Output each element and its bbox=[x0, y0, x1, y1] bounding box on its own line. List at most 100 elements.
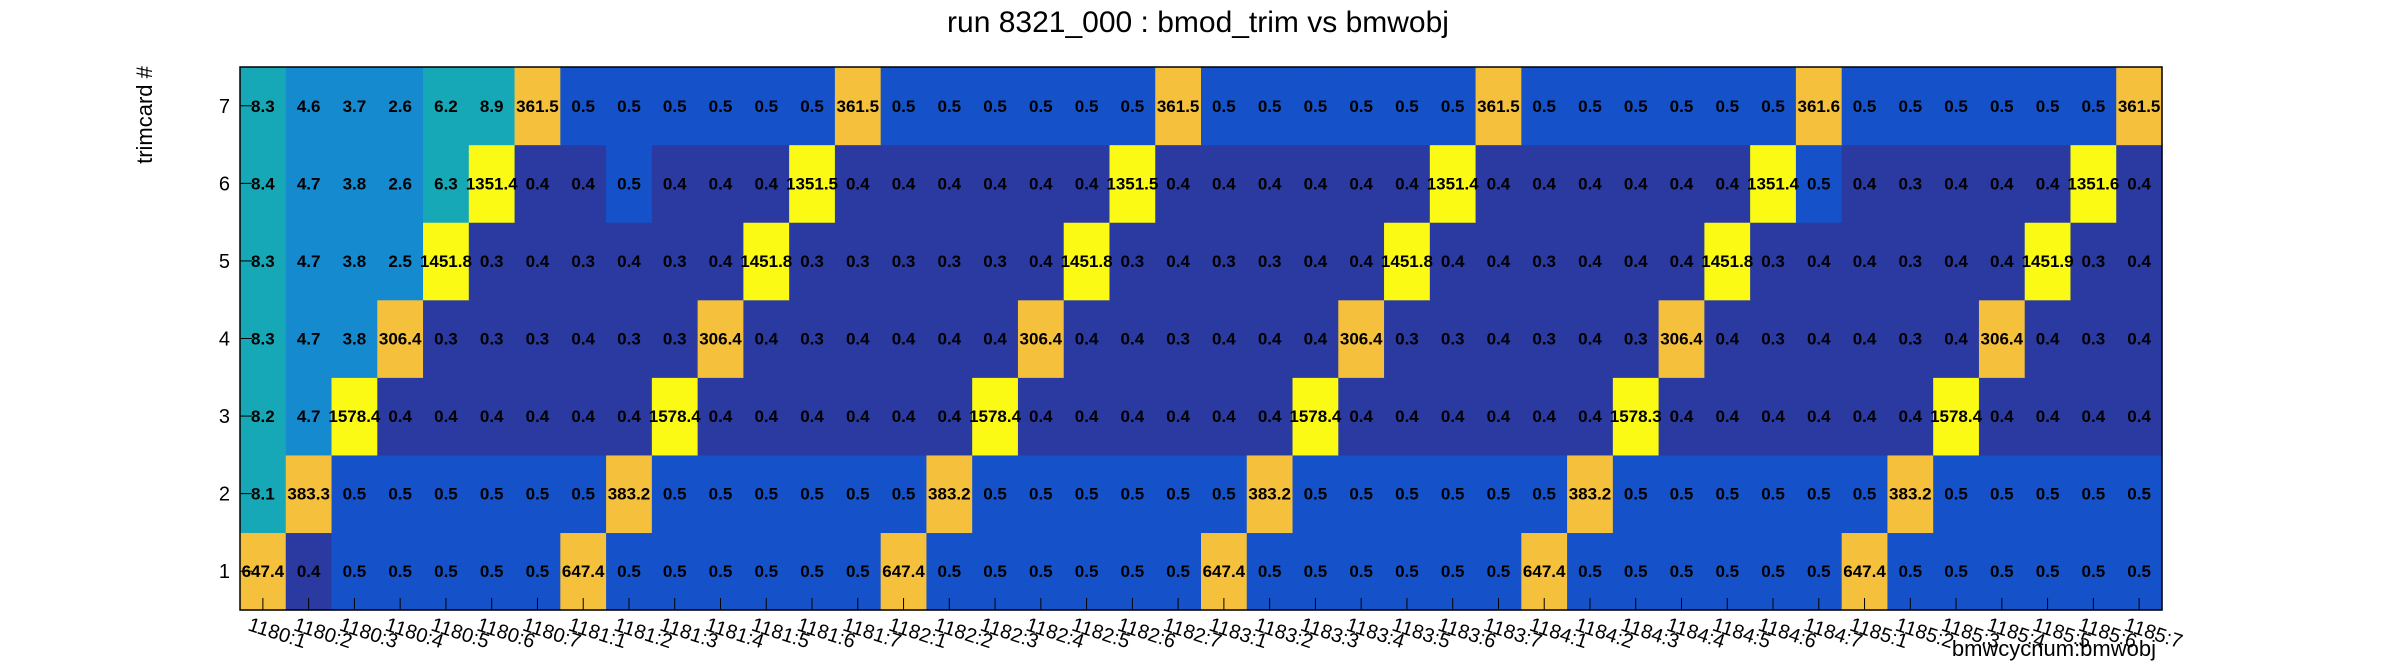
cell-value-label: 0.5 bbox=[2036, 562, 2060, 581]
cell-value-label: 0.3 bbox=[663, 252, 687, 271]
y-tick-label: 4 bbox=[219, 329, 230, 351]
cell-value-label: 0.5 bbox=[343, 485, 367, 504]
cell-value-label: 0.4 bbox=[1807, 407, 1831, 426]
heatmap-cell bbox=[560, 454, 607, 534]
cell-value-label: 0.4 bbox=[1212, 330, 1236, 349]
cell-value-label: 0.4 bbox=[2127, 174, 2151, 193]
heatmap-cell bbox=[651, 532, 699, 611]
heatmap-cell bbox=[1841, 299, 1889, 378]
heatmap-cell bbox=[1795, 454, 1843, 534]
heatmap-cell bbox=[423, 299, 470, 378]
heatmap-cell bbox=[423, 377, 470, 456]
heatmap-cell bbox=[2116, 144, 2163, 223]
cell-value-label: 3.8 bbox=[343, 174, 367, 193]
heatmap-cell bbox=[972, 144, 1019, 223]
heatmap-cell bbox=[1338, 144, 1385, 223]
y-tick-label: 5 bbox=[219, 251, 230, 273]
heatmap-cell bbox=[1795, 299, 1843, 378]
heatmap-cell bbox=[1841, 532, 1889, 611]
cell-value-label: 0.5 bbox=[1487, 562, 1511, 581]
heatmap-cell bbox=[606, 222, 653, 301]
cell-value-label: 383.2 bbox=[608, 485, 651, 504]
cell-value-label: 0.5 bbox=[1898, 97, 1922, 116]
cell-value-label: 0.5 bbox=[1395, 562, 1419, 581]
cell-value-label: 0.5 bbox=[663, 97, 687, 116]
heatmap-cell bbox=[1429, 454, 1477, 534]
cell-value-label: 0.3 bbox=[1121, 252, 1145, 271]
heatmap-cell bbox=[1155, 299, 1202, 378]
cell-value-label: 0.5 bbox=[1670, 562, 1694, 581]
heatmap-cell bbox=[789, 532, 836, 611]
cell-value-label: 0.4 bbox=[937, 330, 961, 349]
cell-value-label: 8.3 bbox=[251, 330, 275, 349]
cell-value-label: 0.4 bbox=[754, 174, 778, 193]
cell-value-label: 0.5 bbox=[1075, 485, 1099, 504]
heatmap-cell bbox=[468, 454, 516, 534]
heatmap-cell bbox=[834, 222, 882, 301]
heatmap-cell bbox=[1155, 454, 1202, 534]
heatmap-cell bbox=[743, 222, 790, 301]
cell-value-label: 0.4 bbox=[1853, 407, 1877, 426]
heatmap-cell bbox=[926, 144, 973, 223]
cell-value-label: 0.4 bbox=[1853, 330, 1877, 349]
y-tick-label: 6 bbox=[219, 173, 230, 195]
cell-value-label: 0.5 bbox=[1807, 174, 1831, 193]
heatmap-cell bbox=[697, 222, 744, 301]
cell-value-label: 647.4 bbox=[1203, 562, 1246, 581]
cell-value-label: 0.5 bbox=[1990, 485, 2014, 504]
heatmap-cell bbox=[1155, 144, 1202, 223]
heatmap-cell bbox=[1612, 454, 1660, 534]
cell-value-label: 0.4 bbox=[1807, 252, 1831, 271]
heatmap-cell bbox=[1155, 67, 1202, 146]
heatmap-cell bbox=[2116, 222, 2163, 301]
heatmap-cell bbox=[2116, 299, 2163, 378]
heatmap-cell bbox=[2116, 454, 2163, 534]
cell-value-label: 0.4 bbox=[1212, 174, 1236, 193]
cell-value-label: 0.3 bbox=[1532, 330, 1556, 349]
heatmap-cell bbox=[743, 67, 790, 146]
cell-value-label: 1351.4 bbox=[1747, 174, 1800, 193]
heatmap-cell bbox=[1109, 299, 1156, 378]
cell-value-label: 0.5 bbox=[663, 562, 687, 581]
cell-value-label: 0.4 bbox=[1532, 407, 1556, 426]
heatmap-cell bbox=[1795, 532, 1843, 611]
heatmap-cell bbox=[972, 67, 1019, 146]
cell-value-label: 0.5 bbox=[1258, 562, 1282, 581]
heatmap-cell bbox=[331, 299, 378, 378]
cell-value-label: 0.5 bbox=[1715, 562, 1739, 581]
cell-value-label: 0.4 bbox=[846, 330, 870, 349]
heatmap-cell bbox=[880, 532, 928, 611]
heatmap-cell bbox=[2070, 144, 2117, 223]
heatmap-cell bbox=[1978, 532, 2026, 611]
cell-value-label: 0.4 bbox=[709, 252, 733, 271]
cell-value-label: 0.3 bbox=[1258, 252, 1282, 271]
heatmap-cell bbox=[377, 67, 424, 146]
heatmap-cell bbox=[972, 454, 1019, 534]
cell-value-label: 0.4 bbox=[1715, 330, 1739, 349]
heatmap-cell bbox=[743, 377, 790, 456]
heatmap-cell bbox=[651, 299, 699, 378]
heatmap-cell bbox=[1978, 67, 2026, 146]
cell-value-label: 1578.3 bbox=[1610, 407, 1662, 426]
heatmap-cell bbox=[1384, 67, 1431, 146]
cell-value-label: 0.5 bbox=[1166, 562, 1190, 581]
heatmap-cell bbox=[1201, 454, 1248, 534]
heatmap-cell bbox=[1887, 67, 1934, 146]
cell-value-label: 6.2 bbox=[434, 97, 458, 116]
cell-value-label: 306.4 bbox=[379, 330, 422, 349]
heatmap-cell bbox=[1521, 144, 1568, 223]
heatmap-cell bbox=[1063, 67, 1111, 146]
heatmap-cell bbox=[2024, 377, 2072, 456]
cell-value-label: 0.5 bbox=[1578, 562, 1602, 581]
cell-value-label: 0.4 bbox=[892, 174, 916, 193]
cell-value-label: 306.4 bbox=[699, 330, 742, 349]
cell-value-label: 0.3 bbox=[1441, 330, 1465, 349]
heatmap-cell bbox=[1338, 222, 1385, 301]
cell-value-label: 0.5 bbox=[1349, 562, 1373, 581]
heatmap-cell bbox=[2024, 222, 2072, 301]
heatmap-cell bbox=[1521, 67, 1568, 146]
cell-value-label: 0.5 bbox=[1807, 485, 1831, 504]
heatmap-cell bbox=[377, 144, 424, 223]
heatmap-cell bbox=[1841, 454, 1889, 534]
heatmap-cell bbox=[697, 299, 744, 378]
